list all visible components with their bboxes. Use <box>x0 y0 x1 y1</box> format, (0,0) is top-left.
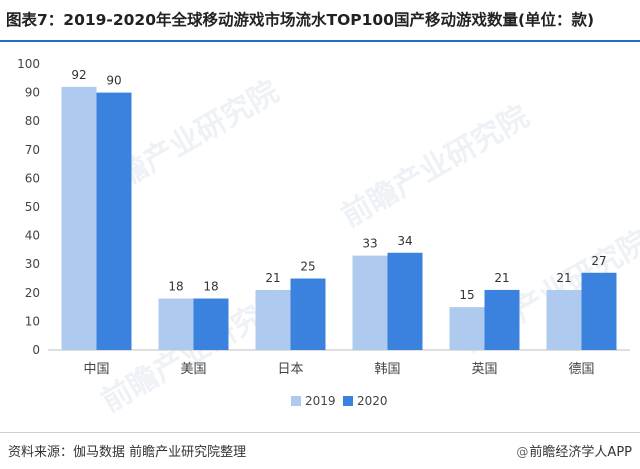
data-labels: 92 18 21 33 15 21 90 18 25 34 21 27 <box>71 68 606 302</box>
x-tick-label-1: 美国 <box>180 362 206 377</box>
y-tick-label-40: 40 <box>25 229 40 243</box>
credit: @前瞻经济学人APP <box>516 441 632 460</box>
y-tick-label-30: 30 <box>25 257 40 271</box>
bar-chart: 前瞻产业研究院前瞻产业研究院前瞻产业研究院前瞻产业研究院 01020304050… <box>17 57 640 419</box>
data-label-2019-0: 92 <box>71 68 86 82</box>
x-tick-label-2: 日本 <box>277 362 303 377</box>
bar-2019-0 <box>61 86 97 350</box>
watermark-1: 前瞻产业研究院 <box>336 99 535 234</box>
data-label-2019-4: 15 <box>459 288 474 302</box>
y-tick-label-20: 20 <box>25 286 40 300</box>
y-tick-label-80: 80 <box>25 114 40 128</box>
y-tick-label-90: 90 <box>25 86 40 100</box>
x-tick-label-5: 德国 <box>568 362 594 377</box>
bar-2019-2 <box>255 289 291 350</box>
y-tick-label-10: 10 <box>25 314 40 328</box>
x-tick-label-4: 英国 <box>471 362 497 377</box>
data-label-2020-2: 25 <box>300 260 315 274</box>
title-divider <box>0 40 640 42</box>
data-label-2020-1: 18 <box>203 280 218 294</box>
bar-2020-3 <box>387 252 423 350</box>
y-tick-label-100: 100 <box>17 57 40 71</box>
footer-divider <box>0 432 640 433</box>
bars <box>61 86 617 350</box>
bar-2020-4 <box>484 289 520 350</box>
legend-label-2020: 2020 <box>357 394 388 408</box>
legend-swatch-2020 <box>343 396 353 406</box>
legend-label-2019: 2019 <box>305 394 336 408</box>
data-label-2020-3: 34 <box>397 234 412 248</box>
credit-text: 前瞻经济学人APP <box>529 445 632 460</box>
data-label-2019-3: 33 <box>362 237 377 251</box>
data-label-2019-1: 18 <box>168 280 183 294</box>
y-tick-label-50: 50 <box>25 200 40 214</box>
bar-2019-3 <box>352 255 388 350</box>
data-label-2019-5: 21 <box>556 271 571 285</box>
at-icon: @ <box>516 445 529 459</box>
source-note: 资料来源：伽马数据 前瞻产业研究院整理 <box>8 445 247 460</box>
bar-2019-1 <box>158 298 194 350</box>
data-label-2020-4: 21 <box>494 271 509 285</box>
legend-swatch-2019 <box>291 396 301 406</box>
x-tick-label-3: 韩国 <box>374 362 400 377</box>
y-tick-label-0: 0 <box>32 343 40 357</box>
y-tick-label-60: 60 <box>25 171 40 185</box>
bar-2020-5 <box>581 272 617 350</box>
bar-2019-5 <box>546 289 582 350</box>
chart-title: 图表7：2019-2020年全球移动游戏市场流水TOP100国产移动游戏数量(单… <box>6 11 595 29</box>
bar-2020-2 <box>290 278 326 350</box>
bar-2020-0 <box>96 92 132 350</box>
data-label-2020-0: 90 <box>106 74 121 88</box>
bar-2019-4 <box>449 307 485 350</box>
data-label-2019-2: 21 <box>265 271 280 285</box>
legend: 2019 2020 <box>291 394 388 408</box>
y-tick-label-70: 70 <box>25 143 40 157</box>
axes: 0 10 20 30 40 50 60 70 80 90 100 中国 美国 日本 韩国 英国 德国 <box>17 57 630 377</box>
data-label-2020-5: 27 <box>591 254 606 268</box>
bar-2020-1 <box>193 298 229 350</box>
x-tick-label-0: 中国 <box>83 362 109 377</box>
